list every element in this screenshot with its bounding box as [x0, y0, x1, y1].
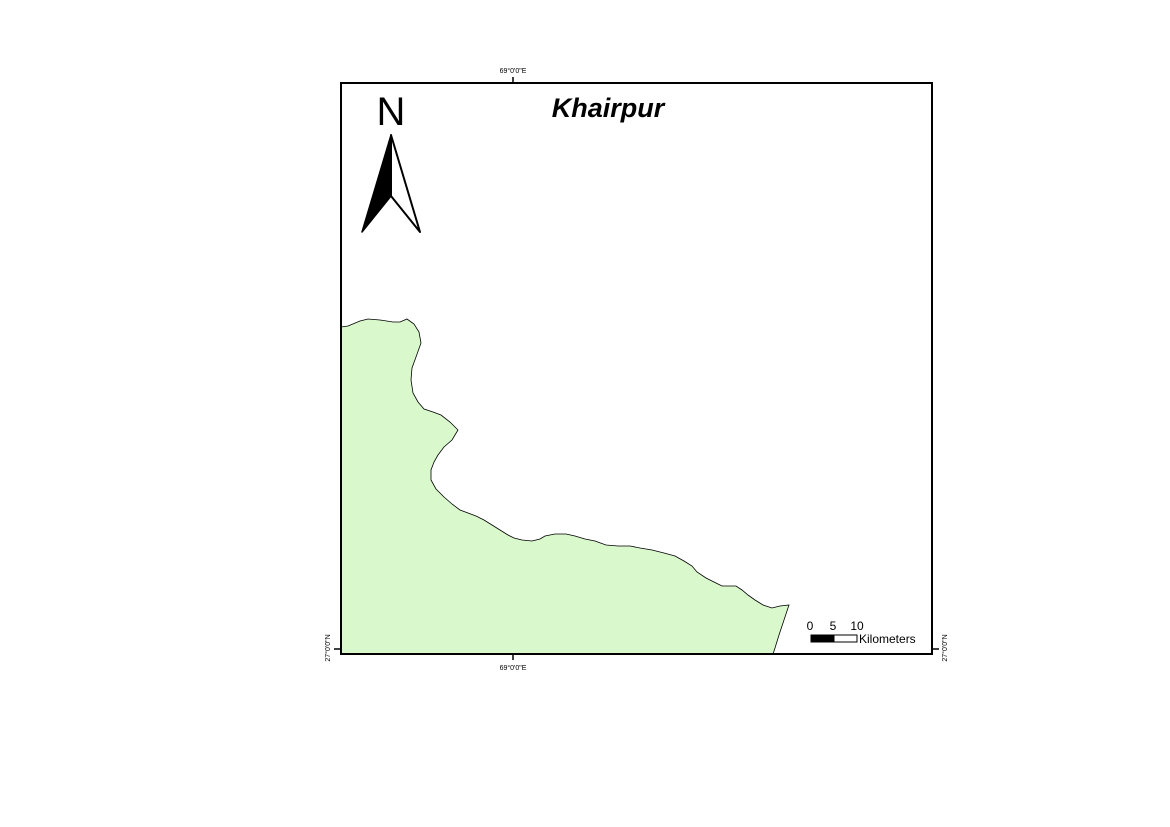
- map-frame: [340, 82, 933, 655]
- scale-bar: 0 5 10 Kilometers: [807, 619, 916, 646]
- north-arrow: N: [361, 90, 421, 233]
- scale-units-label: Kilometers: [859, 632, 916, 646]
- scale-tick-label: 10: [850, 619, 864, 633]
- scale-segment-light: [833, 634, 858, 643]
- bottom-longitude-label: 69°0'0"E: [500, 664, 527, 672]
- district-region: [340, 318, 790, 655]
- left-latitude-label: 27°0'0"N: [324, 634, 332, 661]
- north-letter: N: [377, 90, 406, 134]
- map-title: Khairpur: [552, 93, 666, 123]
- top-longitude-label: 69°0'0"E: [500, 67, 527, 75]
- scale-tick-label: 0: [807, 619, 814, 633]
- right-latitude-label: 27°0'0"N: [941, 634, 949, 661]
- north-arrow-icon: [361, 134, 421, 233]
- scale-segment-dark: [810, 634, 835, 643]
- scale-tick-label: 5: [830, 619, 837, 633]
